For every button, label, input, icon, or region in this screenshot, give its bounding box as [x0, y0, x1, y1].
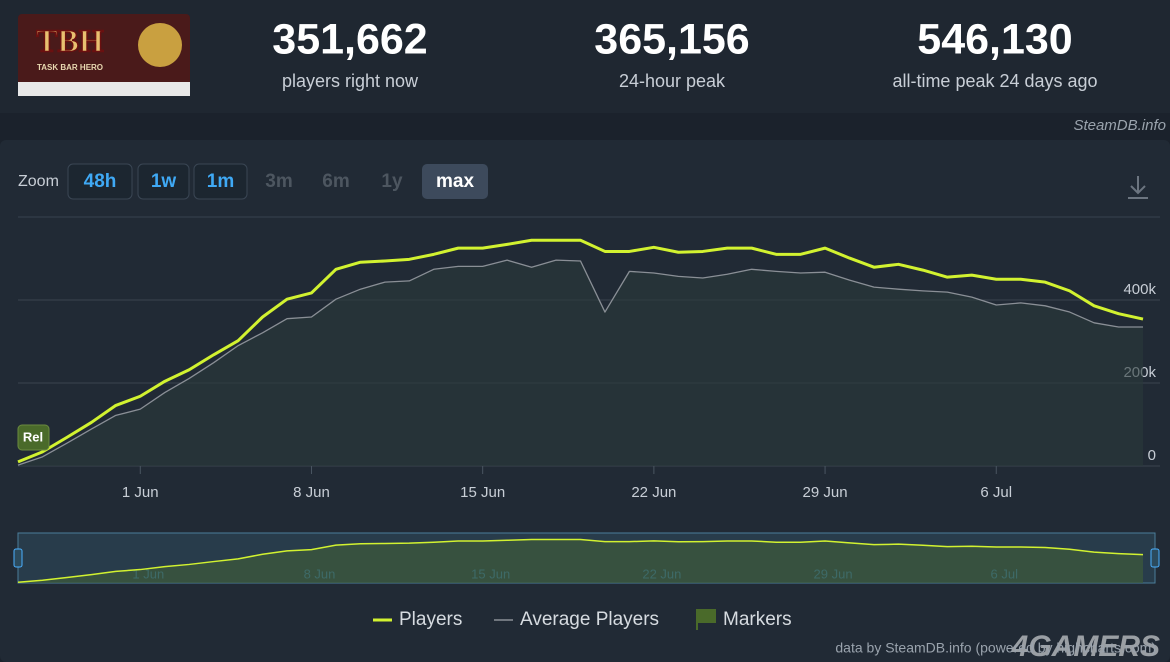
header-bg	[0, 0, 1170, 113]
area	[18, 260, 1143, 466]
y-tick-label: 0	[1148, 447, 1156, 464]
marker-label: Rel	[23, 429, 43, 444]
button-bg	[137, 163, 190, 200]
legend-item[interactable]: Markers	[696, 609, 792, 630]
button-bg	[193, 163, 248, 200]
x-tick-label: 8 Jun	[293, 484, 330, 501]
legend-item[interactable]: Players	[373, 609, 462, 630]
legend-label: Average Players	[520, 609, 659, 630]
button-bg	[422, 164, 488, 199]
legend-label: Markers	[723, 609, 792, 630]
marker-flag	[17, 424, 50, 451]
x-tick-label: 1 Jun	[122, 484, 159, 501]
button-label: 1y	[381, 171, 403, 192]
navigator-handle[interactable]	[13, 548, 23, 568]
zoom-button[interactable]: 1m	[193, 163, 248, 200]
icon-stroke	[1130, 185, 1146, 195]
button-label: 3m	[265, 171, 292, 192]
legend-label: Players	[399, 609, 462, 630]
navigator-line	[17, 538, 1144, 583]
button-label: 1m	[207, 171, 234, 192]
zoom-button: 1y	[381, 171, 403, 192]
button-label: 6m	[322, 171, 349, 192]
zoom-button: 6m	[322, 171, 349, 192]
stat-value: 546,130	[917, 15, 1072, 63]
logo: TBH TASK BAR HERO	[18, 14, 190, 96]
logo-title: TBH	[36, 22, 104, 58]
logo-subtitle: TASK BAR HERO	[37, 63, 103, 72]
navigator-handle[interactable]	[1150, 548, 1160, 568]
stat-label: players right now	[282, 71, 419, 91]
zoom-label: Zoom	[18, 173, 59, 190]
stat-label: all-time peak 24 days ago	[892, 71, 1097, 91]
download-icon[interactable]	[1128, 176, 1148, 199]
x-tick-label: 6 Jul	[980, 484, 1012, 501]
legend-item[interactable]: Average Players	[494, 609, 659, 630]
button-label: 1w	[151, 171, 177, 192]
zoom-button[interactable]: 1w	[137, 163, 190, 200]
x-tick-label: 15 Jun	[460, 484, 505, 501]
button-label: 48h	[84, 171, 117, 192]
watermark: 4GAMERS	[1011, 630, 1160, 662]
logo-figure	[138, 23, 182, 67]
legend-swatch	[697, 609, 716, 623]
y-tick-label: 400k	[1123, 281, 1156, 298]
zoom-button[interactable]: 48h	[67, 163, 133, 200]
button-label: max	[436, 171, 474, 192]
stat-value: 351,662	[272, 15, 427, 63]
zoom-button: 3m	[265, 171, 292, 192]
credit: data by SteamDB.info (powered by highcha…	[835, 640, 1156, 656]
zoom-button[interactable]: max	[422, 164, 488, 199]
stat-label: 24-hour peak	[619, 71, 726, 91]
logo-bar	[18, 82, 190, 96]
x-tick-label: 29 Jun	[803, 484, 848, 501]
stat-value: 365,156	[594, 15, 749, 63]
button-bg	[67, 163, 133, 200]
series-line	[17, 238, 1144, 464]
x-tick-label: 22 Jun	[631, 484, 676, 501]
source: SteamDB.info	[1073, 117, 1166, 134]
series-line	[17, 259, 1143, 466]
